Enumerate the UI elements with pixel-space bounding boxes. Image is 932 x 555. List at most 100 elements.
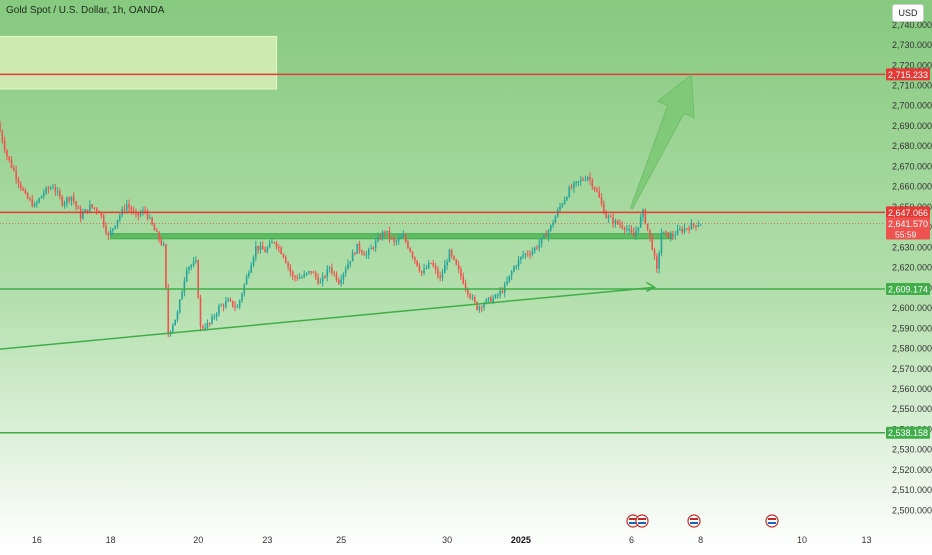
candle-body [591, 180, 594, 188]
candle-body [425, 268, 428, 270]
candle-body [499, 290, 501, 295]
candle-body [667, 232, 670, 239]
candle-body [381, 231, 384, 239]
candle-body [22, 188, 24, 191]
candle-body [556, 209, 559, 217]
candle-body [635, 230, 637, 237]
candle-body [331, 267, 333, 273]
candle-body [365, 254, 368, 256]
candle-body [132, 210, 135, 212]
y-tick-label: 2,500.000 [892, 505, 932, 515]
candle-body [296, 277, 299, 279]
candle-body [464, 283, 467, 289]
candle-body [248, 272, 250, 277]
candle-body [400, 237, 402, 239]
candle-body [148, 217, 151, 219]
candle-body [550, 225, 552, 231]
x-tick-label: 23 [262, 535, 272, 545]
candle-body [354, 252, 356, 254]
candle-body [469, 294, 471, 298]
candle-body [467, 288, 469, 295]
candle-body [79, 209, 82, 219]
candle-body [301, 277, 303, 279]
candle-body [455, 259, 458, 265]
candle-body [181, 292, 183, 300]
candle-body [614, 220, 617, 224]
candle-body [596, 189, 598, 192]
candle-body [61, 196, 64, 206]
candle-body [473, 297, 476, 302]
candle-body [77, 206, 80, 210]
candle-body [653, 249, 656, 257]
candle-body [3, 141, 6, 151]
candle-body [609, 216, 612, 218]
candle-body [284, 257, 287, 263]
candle-body [586, 176, 589, 180]
candle-body [204, 327, 206, 329]
candle-body [411, 251, 414, 257]
candle-body [305, 272, 308, 274]
candle-body [160, 239, 163, 245]
candle-body [185, 269, 188, 281]
candle-body [312, 272, 315, 274]
candle-body [91, 204, 93, 208]
candle-body [107, 233, 110, 236]
candle-body [672, 235, 674, 237]
candle-body [128, 204, 130, 208]
candle-body [227, 299, 229, 302]
candle-body [29, 198, 31, 200]
candle-body [681, 229, 683, 232]
candle-body [699, 224, 702, 226]
candle-body [49, 187, 52, 190]
candle-body [342, 273, 345, 280]
candle-body [393, 238, 395, 242]
candle-body [616, 220, 619, 224]
candle-body [40, 196, 43, 199]
candle-body [130, 207, 133, 211]
candle-body [414, 256, 416, 261]
candle-body [255, 245, 257, 257]
candle-body [513, 266, 515, 272]
flag-event-stripe [768, 518, 776, 520]
candle-body [538, 243, 541, 248]
candle-body [361, 250, 363, 254]
candle-body [430, 263, 432, 265]
y-tick-label: 2,560.000 [892, 384, 932, 394]
candle-body [397, 238, 400, 241]
candle-body [490, 297, 492, 303]
candle-body [231, 300, 234, 307]
y-tick-label: 2,700.000 [892, 101, 932, 111]
candle-body [506, 281, 508, 285]
candle-body [589, 176, 591, 181]
currency-button[interactable]: USD [892, 4, 924, 22]
candle-body [24, 190, 27, 194]
candle-body [508, 275, 511, 282]
candle-body [642, 209, 644, 217]
candle-body [158, 231, 160, 240]
candle-body [386, 230, 388, 233]
candle-body [552, 222, 554, 226]
y-tick-label: 2,510.000 [892, 485, 932, 495]
candle-body [478, 306, 481, 310]
candle-body [151, 217, 153, 225]
candle-body [483, 303, 485, 308]
candle-body [257, 245, 259, 250]
candle-body [298, 277, 301, 279]
candle-body [114, 225, 117, 229]
candle-body [536, 247, 538, 249]
countdown-label: 55:59 [895, 229, 917, 239]
candle-body [690, 223, 693, 230]
candle-body [340, 279, 342, 284]
candle-body [559, 206, 561, 210]
y-tick-label: 2,660.000 [892, 182, 932, 192]
candle-body [202, 326, 204, 329]
candle-body [273, 242, 276, 244]
candle-body [688, 228, 690, 230]
candle-body [75, 201, 77, 207]
candle-body [471, 297, 474, 299]
candle-body [441, 273, 444, 278]
candle-body [404, 234, 407, 242]
flag-event-icon [687, 514, 701, 528]
